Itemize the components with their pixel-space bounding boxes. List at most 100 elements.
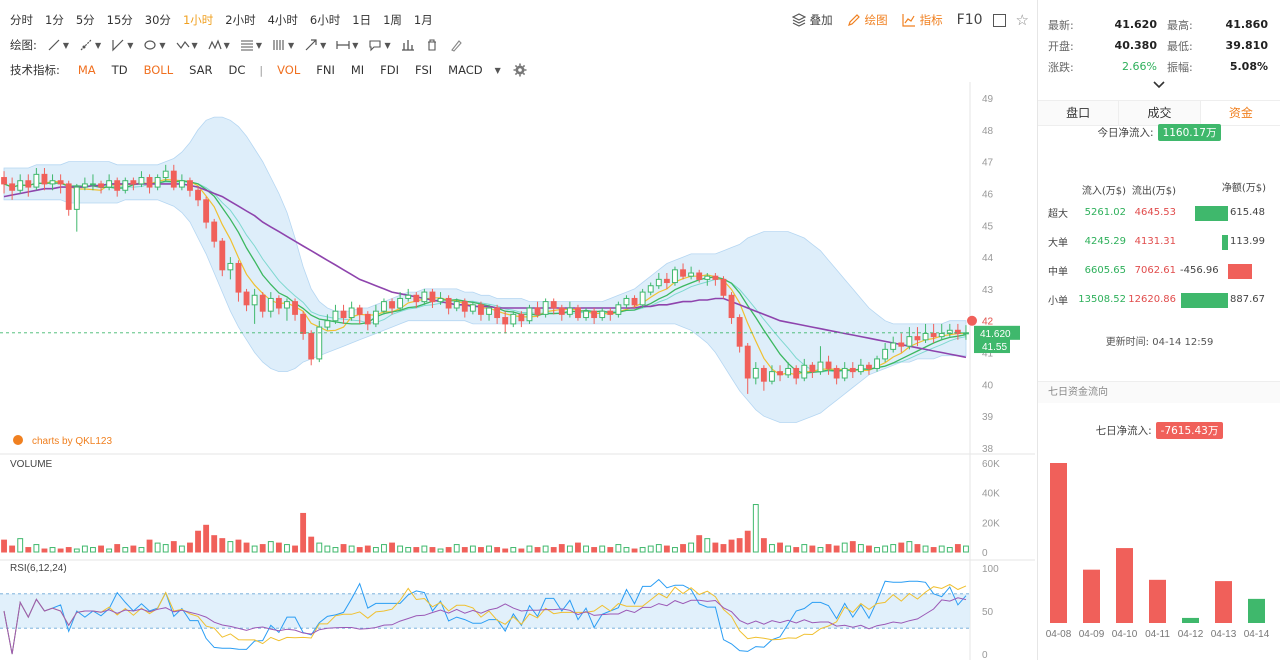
candle-body [591,310,598,319]
timeframe-3[interactable]: 15分 [106,13,133,27]
measure-tool[interactable]: ▼ [336,38,358,52]
price-tick-label: 40 [982,380,994,391]
volume-bar [284,544,290,553]
timeframe-5[interactable]: 1小时 [182,13,214,27]
candle-body [583,310,589,319]
seven-day-date-label: 04-10 [1112,629,1138,640]
candle-body [211,221,218,242]
stat-row: 开盘: 40.380 最低: 39.810 [1038,35,1280,56]
volume-bar [833,545,840,553]
volume-bar [25,547,32,553]
seven-day-label: 七日净流入: [1095,425,1152,437]
stat-label: 最新: [1048,18,1074,32]
line-icon [48,39,60,51]
indicator-sar[interactable]: SAR [189,63,213,77]
candle-body [219,240,226,271]
timeframe-4[interactable]: 30分 [144,13,171,27]
volume-bar [235,539,242,553]
candle-body [332,310,339,322]
pattern-tool[interactable]: ▼ [176,38,198,52]
volume-bar [9,545,16,553]
seven-day-bar [1248,598,1265,623]
volume-bar [81,545,88,553]
stat-label: 开盘: [1048,39,1074,53]
indicator-fni[interactable]: FNI [316,63,335,77]
chevron-down-icon: ▼ [95,40,102,50]
favorite-star-icon[interactable]: ☆ [1015,11,1029,29]
volume-bar [486,545,492,553]
fib-tool[interactable]: ▼ [240,38,262,52]
timeframe-7[interactable]: 4小时 [267,13,298,27]
line-tool[interactable]: ▼ [47,38,69,52]
eraser-tool[interactable] [449,38,463,52]
tab-orderbook[interactable]: 盘口 [1038,101,1120,125]
candle-body [389,301,395,309]
indicator-macd[interactable]: MACD [448,63,483,77]
price-chart[interactable]: 49 48 47 46 45 44 43 42 41 40 39 38 60K 40K 20K 0 100 50 0… [0,82,1035,660]
indicator-button[interactable]: 指标 [902,12,943,28]
timeframe-1[interactable]: 1分 [45,13,64,27]
price-tick-label: 43 [982,285,994,296]
fullscreen-icon[interactable] [992,13,1006,27]
shape-tool[interactable]: ▼ [143,38,166,52]
candle-body [316,326,323,360]
chevron-down-icon[interactable]: ▼ [494,65,501,75]
vertical-lines-icon [273,40,284,50]
bars-tool[interactable] [401,38,415,52]
candle-body [639,291,646,306]
indicator-vol[interactable]: VOL [277,63,301,77]
volume-bar [817,547,824,553]
candle-body [849,367,856,373]
timeframe-9[interactable]: 1日 [352,13,372,27]
candle-body [752,367,759,379]
candle-body [607,310,614,315]
overlay-button[interactable]: 叠加 [791,12,833,28]
timeframe-10[interactable]: 1周 [383,13,402,27]
volume-bar [696,535,703,553]
timeframe-0[interactable]: 分时 [10,13,33,27]
candle-body [461,301,468,312]
measure-icon [336,41,350,49]
gann-tool[interactable]: ▼ [272,38,294,52]
wave-tool[interactable]: ▼ [208,38,230,52]
candle-body [98,183,104,188]
arrow-icon [305,39,317,51]
draw-button[interactable]: 绘图 [847,12,888,28]
timeframe-6[interactable]: 2小时 [225,13,256,27]
indicator-dc[interactable]: DC [228,63,246,77]
candle-body [308,332,315,360]
candle-body [106,180,113,188]
volume-bar [251,545,258,553]
indicator-fdi[interactable]: FDI [380,63,400,77]
ray-tool[interactable]: ▼ [79,38,101,52]
timeframe-8[interactable]: 6小时 [309,13,341,27]
drawing-toolbar: 绘图: ▼ ▼ ▼ ▼ ▼ ▼ ▼ ▼ ▼ ▼ ▼ [0,33,1035,57]
indicator-fsi[interactable]: FSI [415,63,433,77]
delete-tool[interactable] [425,38,439,52]
candle-body [292,301,298,315]
channel-tool[interactable]: ▼ [111,38,133,52]
expand-chevron-icon[interactable] [1152,80,1166,90]
timeframe-2[interactable]: 5分 [75,13,95,27]
candle-body [890,342,897,350]
annotation-tool[interactable]: ▼ [368,38,391,52]
volume-bar [372,547,379,553]
candle-body [720,278,727,296]
timeframe-11[interactable]: 1月 [413,13,433,27]
tab-capital[interactable]: 资金 [1200,101,1280,125]
indicator-ma[interactable]: MA [77,63,96,77]
volume-bar [170,541,177,553]
net-flow-value: 113.99 [1230,235,1265,247]
outflow-value: 4645.53 [1134,207,1176,218]
indicator-boll[interactable]: BOLL [143,63,174,77]
tab-trades[interactable]: 成交 [1119,101,1201,125]
volume-bar [73,548,80,553]
volume-bar [65,547,72,553]
f10-button[interactable]: F10 [956,12,983,28]
indicator-td[interactable]: TD [111,63,128,77]
indicator-mi[interactable]: MI [350,63,365,77]
gear-icon[interactable] [513,63,527,77]
arrow-tool[interactable]: ▼ [304,38,326,52]
volume-bar [575,542,581,553]
volume-bar [469,545,476,553]
